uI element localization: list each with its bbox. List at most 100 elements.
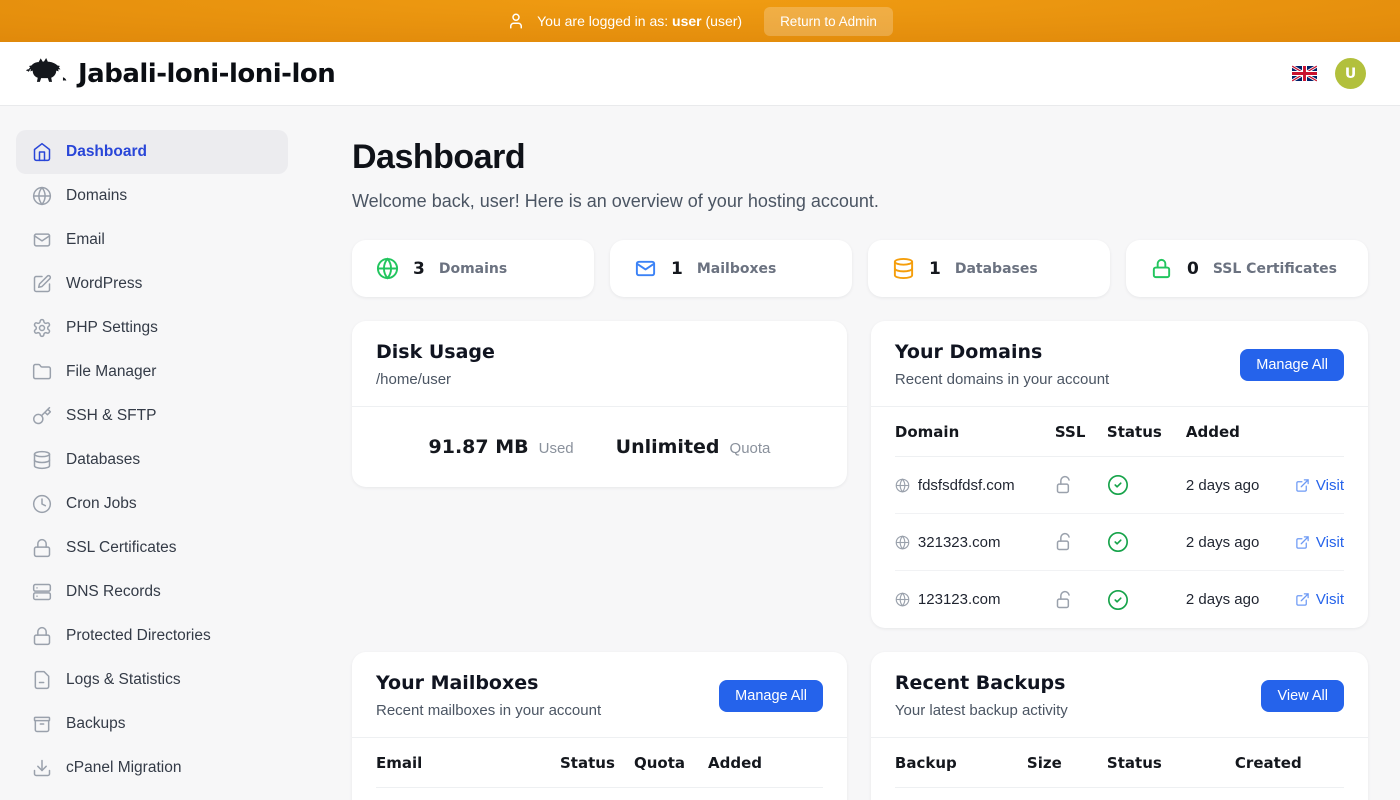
status-ok-icon (1107, 474, 1129, 496)
stat-card-ssl-certificates[interactable]: 0 SSL Certificates (1126, 240, 1368, 297)
sidebar-item-label: Protected Directories (66, 627, 211, 644)
column-header: Status (1106, 422, 1162, 441)
card-title: Disk Usage (376, 341, 495, 363)
external-link-icon (1295, 535, 1310, 550)
stat-cards: 3 Domains 1 Mailboxes 1 Databases 0 SSL … (352, 240, 1368, 297)
sidebar-item-cpanel-migration[interactable]: cPanel Migration (16, 746, 288, 790)
stat-card-databases[interactable]: 1 Databases (868, 240, 1110, 297)
boar-logo-icon (26, 54, 68, 93)
sidebar-item-databases[interactable]: Databases (16, 438, 288, 482)
page-title: Dashboard (352, 138, 526, 176)
unlock-icon (1055, 590, 1075, 610)
domain-added: 2 days ago (1185, 476, 1260, 494)
card-title: Your Mailboxes (376, 672, 539, 694)
sidebar-item-label: Domains (66, 187, 128, 204)
visit-link[interactable]: Visit (1295, 591, 1344, 608)
database-icon (892, 257, 915, 280)
stat-value: 0 (1187, 258, 1199, 279)
manage-all-domains-button[interactable]: Manage All (1240, 348, 1344, 381)
sidebar-item-logs-statistics[interactable]: Logs & Statistics (16, 658, 288, 702)
column-header: Status (1106, 753, 1162, 772)
column-header: Added (1185, 422, 1240, 441)
sidebar-item-file-manager[interactable]: File Manager (16, 350, 288, 394)
disk-stats: 91.87 MB Used Unlimited Quota (352, 407, 847, 487)
external-link-icon (1295, 592, 1310, 607)
column-header: Quota (634, 753, 686, 772)
sidebar-item-label: DNS Records (66, 583, 161, 600)
stat-value: 1 (671, 258, 683, 279)
sidebar-item-ssl-certificates[interactable]: SSL Certificates (16, 526, 288, 570)
sidebar-item-ssh-sftp[interactable]: SSH & SFTP (16, 394, 288, 438)
stat-value: 3 (413, 258, 425, 279)
admin-session-bar: You are logged in as: user (user) Return… (0, 0, 1400, 42)
unlock-icon (1055, 532, 1075, 552)
brand[interactable]: Jabali-loni-loni-lon (26, 54, 336, 93)
status-ok-icon (1107, 531, 1129, 553)
sidebar-item-backups[interactable]: Backups (16, 702, 288, 746)
visit-link[interactable]: Visit (1295, 477, 1344, 494)
card-subtitle: Your latest backup activity (894, 702, 1068, 719)
sidebar-item-label: Logs & Statistics (66, 671, 181, 688)
globe-icon (32, 186, 52, 206)
domain-added: 2 days ago (1185, 591, 1260, 608)
disk-quota-value: Unlimited (615, 436, 720, 458)
status-ok-icon (1107, 589, 1129, 611)
brand-title: Jabali-loni-loni-lon (78, 58, 336, 89)
domain-row: fdsfsdfdsf.com 2 days ago Visit (894, 457, 1344, 514)
welcome-text: Welcome back, user! Here is an overview … (352, 191, 879, 211)
sidebar-item-label: Dashboard (66, 143, 147, 160)
column-header: Domain (894, 422, 960, 441)
lock-icon (32, 626, 52, 646)
globe-icon (895, 592, 910, 607)
stat-card-mailboxes[interactable]: 1 Mailboxes (610, 240, 852, 297)
sidebar-item-protected-directories[interactable]: Protected Directories (16, 614, 288, 658)
domain-row: 321323.com 2 days ago Visit (894, 514, 1344, 571)
sidebar-item-label: cPanel Migration (66, 759, 182, 776)
mailboxes-card: Your Mailboxes Recent mailboxes in your … (352, 652, 847, 800)
card-subtitle: Recent domains in your account (894, 371, 1110, 388)
file-text-icon (32, 670, 52, 690)
visit-link[interactable]: Visit (1295, 534, 1344, 551)
sidebar-item-label: Databases (66, 451, 141, 468)
globe-icon (895, 534, 910, 550)
column-header: SSL (1054, 422, 1086, 441)
unlock-icon (1055, 475, 1075, 495)
gear-icon (32, 318, 52, 338)
clock-icon (32, 494, 52, 514)
sidebar-item-dns-records[interactable]: DNS Records (16, 570, 288, 614)
disk-usage-card: Disk Usage /home/user 91.87 MB Used Unli… (352, 321, 847, 487)
user-icon (507, 12, 525, 30)
domain-name: 321323.com (917, 533, 1001, 551)
return-to-admin-button[interactable]: Return to Admin (764, 6, 893, 36)
stat-label: Mailboxes (696, 260, 777, 277)
server-icon (32, 582, 52, 602)
view-all-backups-button[interactable]: View All (1261, 679, 1344, 712)
session-message: You are logged in as: user (user) (537, 13, 743, 29)
sidebar: Dashboard Domains Email WordPress PHP Se… (0, 106, 304, 800)
domain-added: 2 days ago (1185, 533, 1260, 551)
sidebar-item-label: Cron Jobs (66, 495, 137, 512)
sidebar-item-label: File Manager (66, 363, 157, 380)
mail-icon (32, 230, 52, 250)
disk-path: /home/user (376, 371, 452, 388)
uk-flag-icon[interactable] (1292, 65, 1317, 82)
sidebar-item-email[interactable]: Email (16, 218, 288, 262)
domains-card: Your Domains Recent domains in your acco… (870, 321, 1368, 628)
sidebar-item-label: WordPress (66, 275, 143, 292)
user-avatar[interactable]: U (1335, 58, 1366, 89)
card-title: Your Domains (894, 341, 1043, 363)
sidebar-item-label: PHP Settings (66, 319, 158, 336)
stat-label: Databases (954, 260, 1038, 277)
disk-used-label: Used (538, 440, 574, 457)
manage-all-mailboxes-button[interactable]: Manage All (719, 679, 823, 712)
mail-icon (634, 257, 657, 280)
sidebar-item-wordpress[interactable]: WordPress (16, 262, 288, 306)
sidebar-item-dashboard[interactable]: Dashboard (16, 130, 288, 174)
stat-card-domains[interactable]: 3 Domains (352, 240, 594, 297)
sidebar-item-php-settings[interactable]: PHP Settings (16, 306, 288, 350)
stat-label: SSL Certificates (1212, 260, 1337, 277)
globe-icon (376, 257, 399, 280)
sidebar-item-cron-jobs[interactable]: Cron Jobs (16, 482, 288, 526)
sidebar-item-domains[interactable]: Domains (16, 174, 288, 218)
home-icon (32, 142, 52, 162)
